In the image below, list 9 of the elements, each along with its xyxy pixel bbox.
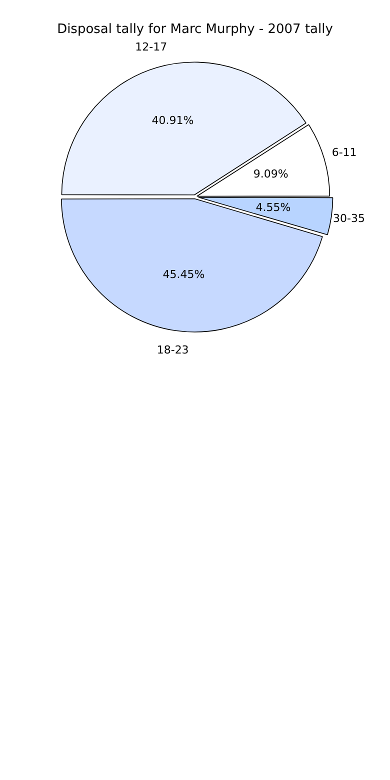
slice-label: 30-35 — [333, 212, 366, 225]
data-label: 45.45% — [162, 268, 205, 281]
data-label: 4.55% — [256, 200, 291, 214]
chart-title: Disposal tally for Marc Murphy - 2007 tally — [57, 22, 334, 38]
slice-label: 12-17 — [135, 40, 168, 54]
slice-label: 18-23 — [156, 344, 189, 357]
slice-label: 6-11 — [332, 146, 357, 159]
data-label: 40.91% — [152, 114, 194, 127]
data-label: 9.09% — [253, 167, 288, 180]
